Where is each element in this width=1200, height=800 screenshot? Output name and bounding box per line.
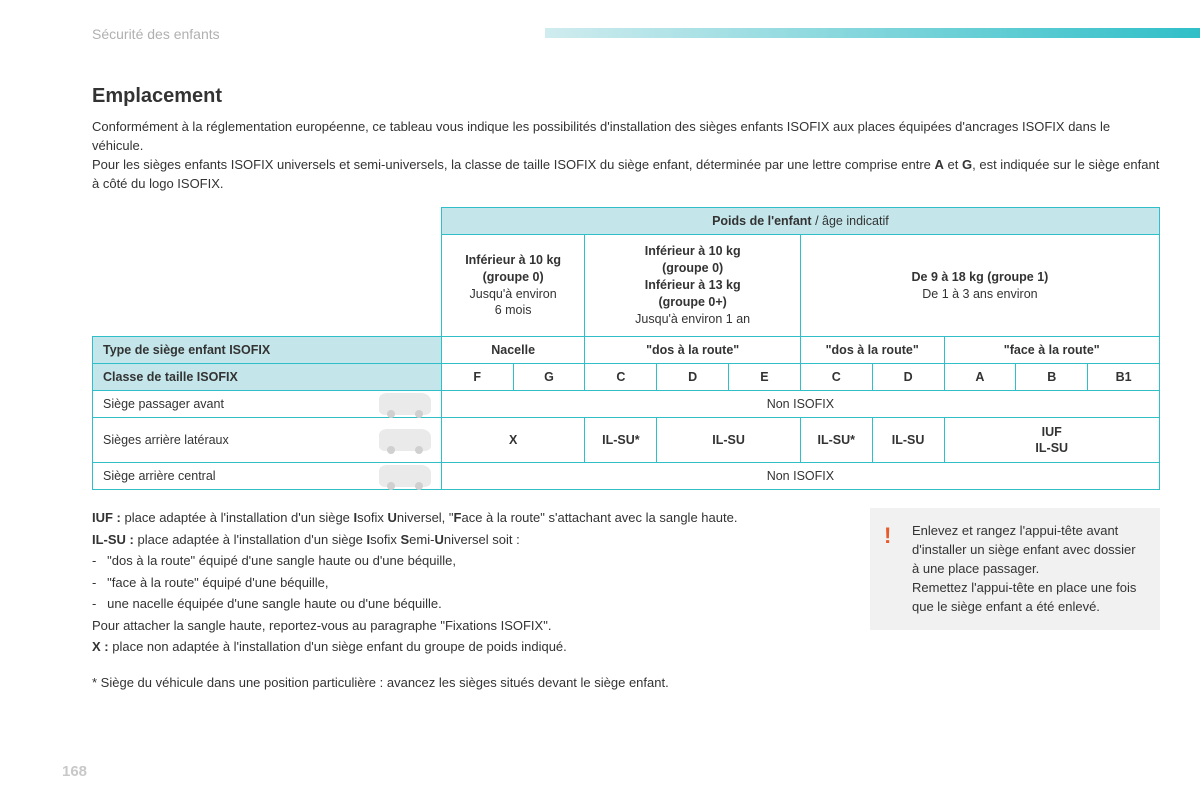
row-size-label: Classe de taille ISOFIX <box>93 363 442 390</box>
car-icon <box>379 465 431 487</box>
legend-bullet: - "face à la route" équipé d'une béquill… <box>92 573 830 593</box>
legend-ilsu-label: IL-SU : <box>92 532 134 547</box>
weight-header: Poids de l'enfant / âge indicatif <box>441 208 1159 235</box>
merged-cell: Non ISOFIX <box>441 463 1159 490</box>
group-col: Inférieur à 10 kg(groupe 0)Inférieur à 1… <box>585 235 800 336</box>
car-icon <box>379 393 431 415</box>
merged-cell: Non ISOFIX <box>441 390 1159 417</box>
page-content: Emplacement Conformément à la réglementa… <box>92 85 1160 690</box>
type-cell: "dos à la route" <box>800 336 944 363</box>
group-col: Inférieur à 10 kg(groupe 0)Jusqu'à envir… <box>441 235 585 336</box>
seat-label-text: Siège arrière central <box>103 469 216 483</box>
empty-cell <box>93 208 442 235</box>
size-cell: E <box>729 363 801 390</box>
section-header: Sécurité des enfants <box>92 26 220 42</box>
legend-ilsu-text: place adaptée à l'installation d'un sièg… <box>134 532 520 547</box>
below-columns: IUF : place adaptée à l'installation d'u… <box>92 508 1160 659</box>
seat-row-label: Siège arrière central <box>93 463 442 490</box>
weight-header-main: Poids de l'enfant <box>712 214 812 228</box>
legend-iuf-label: IUF : <box>92 510 121 525</box>
size-cell: B <box>1016 363 1088 390</box>
footnote: * Siège du véhicule dans une position pa… <box>92 675 1160 690</box>
weight-header-sub: / âge indicatif <box>812 214 889 228</box>
data-cell: IL-SU* <box>800 417 872 463</box>
seat-label-text: Siège passager avant <box>103 397 224 411</box>
legend-bullet: - "dos à la route" équipé d'une sangle h… <box>92 551 830 571</box>
data-cell: IL-SU <box>872 417 944 463</box>
intro-text: Conformément à la réglementation europée… <box>92 118 1160 193</box>
warning-text: Enlevez et rangez l'appui-tête avant d'i… <box>912 523 1136 613</box>
empty-cell <box>93 235 442 336</box>
type-cell: "face à la route" <box>944 336 1160 363</box>
isofix-table: Poids de l'enfant / âge indicatif Inféri… <box>92 207 1160 490</box>
intro-line: Pour les sièges enfants ISOFIX universel… <box>92 157 1159 191</box>
legend-iuf-text: place adaptée à l'installation d'un sièg… <box>121 510 738 525</box>
size-cell: D <box>657 363 729 390</box>
size-cell: A <box>944 363 1016 390</box>
legend-bullet: - une nacelle équipée d'une sangle haute… <box>92 594 830 614</box>
row-type-label: Type de siège enfant ISOFIX <box>93 336 442 363</box>
page-title: Emplacement <box>92 85 1160 108</box>
header-accent-bar <box>545 28 1200 38</box>
size-cell: F <box>441 363 513 390</box>
group-col: De 9 à 18 kg (groupe 1)De 1 à 3 ans envi… <box>800 235 1159 336</box>
legend-x-text: place non adaptée à l'installation d'un … <box>109 639 567 654</box>
legend-x-label: X : <box>92 639 109 654</box>
size-cell: C <box>800 363 872 390</box>
legend-attach: Pour attacher la sangle haute, reportez-… <box>92 616 830 636</box>
data-cell: IL-SU <box>657 417 801 463</box>
warning-note: ! Enlevez et rangez l'appui-tête avant d… <box>870 508 1160 630</box>
seat-label-text: Sièges arrière latéraux <box>103 433 229 447</box>
type-cell: Nacelle <box>441 336 585 363</box>
data-cell: IL-SU* <box>585 417 657 463</box>
legend-block: IUF : place adaptée à l'installation d'u… <box>92 508 830 659</box>
intro-line: Conformément à la réglementation europée… <box>92 119 1110 153</box>
page-number: 168 <box>62 763 87 780</box>
size-cell: B1 <box>1088 363 1160 390</box>
seat-row-label: Sièges arrière latéraux <box>93 417 442 463</box>
size-cell: D <box>872 363 944 390</box>
type-cell: "dos à la route" <box>585 336 800 363</box>
size-cell: C <box>585 363 657 390</box>
data-cell: X <box>441 417 585 463</box>
seat-row-label: Siège passager avant <box>93 390 442 417</box>
car-icon <box>379 429 431 451</box>
size-cell: G <box>513 363 585 390</box>
warning-icon: ! <box>884 520 891 552</box>
data-cell: IUFIL-SU <box>944 417 1160 463</box>
